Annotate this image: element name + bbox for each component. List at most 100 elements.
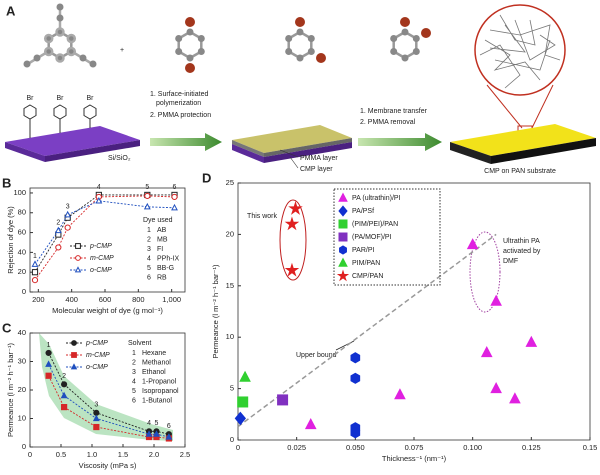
x-tick-label: 600	[99, 295, 112, 304]
x-tick-label: 0.125	[522, 443, 541, 452]
point-label: 6	[173, 184, 177, 191]
marker	[525, 335, 538, 347]
point-label: 3	[94, 402, 98, 409]
marker	[153, 430, 160, 437]
y-tick-label: 80	[18, 208, 26, 217]
legend-item: BB-G	[157, 265, 174, 272]
marker	[239, 370, 251, 382]
molecule-triethynylbenzene	[23, 3, 97, 68]
x-tick-label: 0.050	[346, 443, 365, 452]
marker	[54, 226, 62, 234]
marker	[466, 238, 479, 250]
x-tick-label: 1.0	[87, 450, 97, 459]
y-tick-label: 15	[226, 281, 234, 290]
y-tick-label: 30	[18, 356, 26, 365]
legend-label: PA/PSf	[352, 208, 374, 215]
x-axis-label: Thickness⁻¹ (nm⁻¹)	[382, 454, 447, 463]
molecule-meta	[283, 17, 326, 63]
series-line	[48, 364, 169, 438]
marker	[61, 404, 68, 411]
x-tick-label: 1.5	[118, 450, 128, 459]
trend-line	[237, 233, 497, 428]
legend-label: CMP/PAN	[352, 273, 383, 280]
legend-marker	[71, 352, 77, 358]
marker	[288, 201, 303, 215]
y-tick-label: 25	[226, 178, 234, 187]
step-text: 1. Surface-initiated	[150, 91, 208, 98]
marker	[60, 391, 68, 399]
legend-item: Hexane	[142, 350, 166, 357]
point-label: 3	[66, 204, 70, 211]
marker	[237, 396, 249, 408]
y-tick-label: 60	[18, 228, 26, 237]
legend-title: Dye used	[143, 217, 173, 224]
panel-label: A	[6, 3, 16, 18]
marker	[394, 388, 406, 400]
marker	[509, 392, 521, 404]
layer-label: CMP layer	[300, 166, 333, 173]
legend-label: PA (ultrathin)/PI	[352, 195, 401, 202]
result-label: CMP on PAN substrate	[484, 168, 556, 175]
legend-number: 5	[147, 265, 151, 272]
step-text: polymerization	[156, 100, 201, 107]
highlight-ellipse	[279, 199, 307, 281]
legend-item: 1-Butanol	[142, 397, 172, 404]
substrate-2: PMMA layer CMP layer	[232, 125, 352, 173]
x-tick-label: 0.15	[583, 443, 598, 452]
legend-marker	[339, 245, 347, 255]
y-tick-label: 0	[22, 287, 26, 296]
marker	[55, 244, 62, 251]
br-label: Br	[87, 95, 95, 102]
marker	[45, 372, 52, 379]
panel-a: A + Br Br B	[5, 3, 596, 175]
marker	[143, 202, 151, 210]
annotation-arrow	[335, 340, 355, 351]
marker	[277, 394, 289, 406]
legend-label: (PA/MOF)/PI	[352, 234, 392, 241]
x-tick-label: 400	[65, 295, 78, 304]
marker	[234, 411, 247, 426]
legend-label: o-CMP	[90, 267, 112, 274]
annotation: This work	[247, 213, 277, 220]
y-axis-label: Permeance (l m⁻² h⁻¹ bar⁻¹)	[211, 264, 220, 358]
arrow	[358, 133, 442, 151]
point-label: 2	[62, 373, 66, 380]
x-tick-label: 0.025	[287, 443, 306, 452]
legend-label: PAR/PI	[352, 247, 374, 254]
marker	[64, 224, 71, 231]
layer-label: PMMA layer	[300, 155, 338, 162]
x-tick-label: 1,000	[162, 295, 181, 304]
legend-marker	[338, 219, 348, 229]
x-tick-label: 0.5	[56, 450, 66, 459]
marker	[92, 414, 100, 422]
marker	[480, 346, 493, 358]
x-tick-label: 0	[236, 443, 240, 452]
y-tick-label: 0	[22, 442, 26, 451]
series-line	[34, 194, 175, 273]
legend-number: 1	[132, 350, 136, 357]
legend-marker	[338, 205, 348, 217]
point-label: 2	[56, 219, 60, 226]
point-label: 5	[155, 420, 159, 427]
legend-label: m-CMP	[90, 255, 114, 262]
legend-number: 2	[147, 236, 151, 243]
marker	[31, 277, 39, 284]
legend-label: o-CMP	[86, 364, 108, 371]
series-line	[48, 352, 169, 435]
y-tick-label: 10	[226, 332, 234, 341]
plus-sign: +	[120, 47, 124, 54]
x-tick-label: 0	[28, 450, 32, 459]
br-label: Br	[27, 95, 35, 102]
confidence-band	[39, 333, 173, 441]
legend-number: 3	[147, 246, 151, 253]
marker	[45, 349, 52, 357]
legend-marker	[75, 255, 81, 261]
molecule-para	[173, 17, 207, 73]
point-label: 4	[97, 184, 101, 191]
x-tick-label: 0.100	[463, 443, 482, 452]
substrate-1: Br Br Br Si/SiO₂	[5, 95, 140, 162]
point-label: 6	[167, 423, 171, 430]
legend-marker	[70, 363, 78, 370]
legend-marker	[338, 192, 348, 202]
marker	[304, 418, 317, 430]
